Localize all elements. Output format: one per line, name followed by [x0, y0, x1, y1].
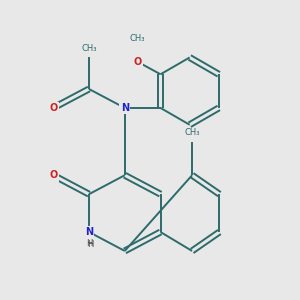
- Text: N: N: [85, 227, 93, 237]
- Text: N: N: [85, 227, 93, 237]
- Text: N: N: [121, 103, 129, 113]
- Text: H: H: [86, 239, 92, 248]
- Text: O: O: [133, 57, 142, 67]
- Text: CH₃: CH₃: [184, 128, 200, 137]
- Text: O: O: [49, 103, 57, 113]
- Text: CH₃: CH₃: [81, 44, 97, 53]
- Text: CH₃: CH₃: [130, 34, 145, 43]
- Text: O: O: [133, 57, 142, 67]
- Text: N: N: [121, 103, 129, 113]
- Text: O: O: [49, 170, 57, 180]
- Text: H: H: [87, 240, 93, 249]
- Text: O: O: [49, 103, 57, 113]
- Text: O: O: [49, 170, 57, 180]
